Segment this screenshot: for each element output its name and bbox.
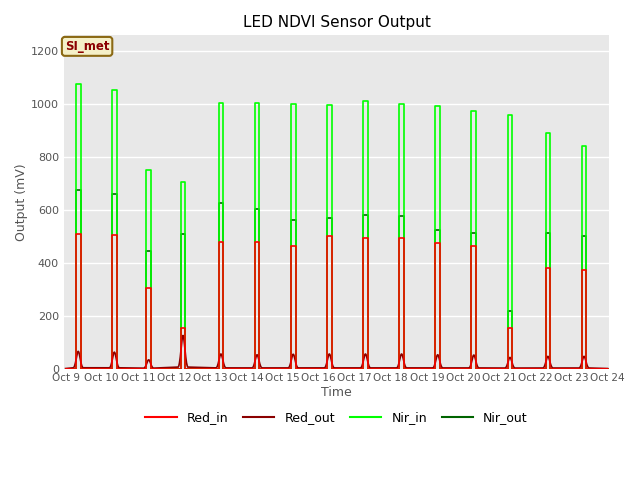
Nir_in <box>604 366 611 372</box>
Nir_out <box>61 366 69 372</box>
Red_out <box>112 354 120 360</box>
X-axis label: Time: Time <box>321 386 352 399</box>
Red_out <box>582 360 590 366</box>
Red_in <box>108 232 116 238</box>
Nir_in <box>215 366 223 372</box>
Red_in <box>604 366 611 372</box>
Nir_out <box>72 187 80 193</box>
Legend: Red_in, Red_out, Nir_in, Nir_out: Red_in, Red_out, Nir_in, Nir_out <box>140 406 532 429</box>
Red_in <box>61 366 69 372</box>
Line: Red_in: Red_in <box>65 234 607 369</box>
Nir_in <box>541 130 549 135</box>
Line: Nir_in: Nir_in <box>65 84 607 369</box>
Red_in <box>72 231 80 237</box>
Nir_out <box>215 366 223 372</box>
Nir_out <box>177 366 184 372</box>
Nir_out <box>541 230 549 236</box>
Nir_out <box>108 191 116 197</box>
Red_out <box>248 365 256 371</box>
Y-axis label: Output (mV): Output (mV) <box>15 163 28 241</box>
Nir_in <box>108 87 116 93</box>
Nir_out <box>396 214 403 219</box>
Red_in <box>328 233 335 239</box>
Red_out <box>61 366 69 372</box>
Nir_in <box>72 82 80 87</box>
Nir_in <box>177 366 184 372</box>
Red_in <box>215 366 223 372</box>
Red_out <box>604 366 611 372</box>
Nir_out <box>328 216 335 221</box>
Nir_in <box>328 102 335 108</box>
Line: Nir_out: Nir_out <box>65 190 607 369</box>
Red_in <box>541 264 549 270</box>
Nir_out <box>604 366 611 372</box>
Red_in <box>396 235 403 240</box>
Nir_in <box>61 366 69 372</box>
Red_out <box>432 356 440 362</box>
Title: LED NDVI Sensor Output: LED NDVI Sensor Output <box>243 15 431 30</box>
Red_out <box>115 364 122 370</box>
Red_out <box>179 333 187 338</box>
Nir_in <box>396 101 403 107</box>
Text: SI_met: SI_met <box>65 40 109 53</box>
Red_in <box>177 366 184 372</box>
Red_out <box>222 365 230 371</box>
Line: Red_out: Red_out <box>65 336 607 369</box>
